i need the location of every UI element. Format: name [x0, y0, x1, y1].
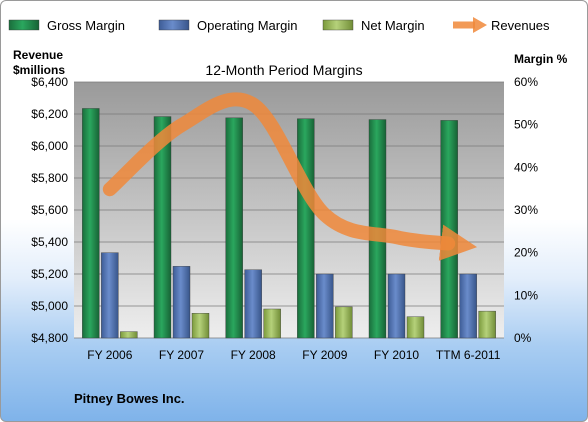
- legend-label: Gross Margin: [47, 18, 125, 33]
- right-tick-label: 30%: [514, 203, 538, 217]
- x-tick-label: TTM 6-2011: [436, 348, 501, 362]
- net-margin-bar: [191, 313, 210, 339]
- legend-operating-margin: Operating Margin: [158, 18, 297, 33]
- x-tick-label: FY 2007: [159, 348, 204, 362]
- chart-title: 12-Month Period Margins: [205, 62, 362, 78]
- net-margin-bar: [263, 308, 281, 339]
- legend-swatch: [158, 19, 190, 31]
- right-tick-label: 0%: [514, 331, 532, 345]
- right-tick-label: 40%: [514, 160, 538, 174]
- legend: Gross Margin Operating Margin Net Margin Re…: [8, 17, 550, 33]
- left-tick-label: $5,800: [31, 171, 68, 185]
- legend-label: Net Margin: [361, 18, 425, 33]
- left-tick-label: $5,400: [31, 235, 68, 249]
- x-tick-label: FY 2010: [374, 348, 419, 362]
- x-tick-label: FY 2009: [302, 348, 347, 362]
- left-tick-label: $6,400: [31, 75, 68, 89]
- operating-margin-bar: [316, 273, 334, 339]
- operating-margin-bar: [101, 252, 119, 339]
- left-tick-label: $5,200: [31, 267, 68, 281]
- legend-gross-margin: Gross Margin: [8, 18, 125, 33]
- left-tick-label: $5,600: [31, 203, 68, 217]
- legend-label: Operating Margin: [197, 18, 297, 33]
- legend-swatch: [322, 19, 354, 31]
- operating-margin-bar: [244, 269, 262, 339]
- net-margin-bar: [120, 331, 138, 339]
- revenue-line: [102, 92, 478, 261]
- left-tick-label: $4,800: [31, 331, 68, 345]
- left-axis-title-line1: Revenue: [13, 48, 63, 62]
- gridlines: [74, 81, 504, 339]
- right-tick-label: 50%: [514, 118, 538, 132]
- legend-swatch: [8, 19, 40, 31]
- legend-net-margin: Net Margin: [322, 18, 425, 33]
- left-axis-ticks: $4,800 $5,000 $5,200 $5,400 $5,600 $5,800 $6,0…: [31, 75, 68, 345]
- gross-margin-bar: [297, 118, 315, 339]
- left-tick-label: $6,000: [31, 139, 68, 153]
- gross-margin-bar: [440, 120, 458, 339]
- right-tick-label: 10%: [514, 288, 538, 302]
- operating-margin-bar: [459, 273, 477, 339]
- company-name: Pitney Bowes Inc.: [74, 391, 185, 406]
- net-margin-bar: [478, 310, 496, 339]
- right-tick-label: 60%: [514, 75, 538, 89]
- right-axis-title: Margin %: [514, 52, 568, 66]
- right-axis-ticks: 0% 10% 20% 30% 40% 50% 60%: [514, 75, 538, 345]
- gross-margin-bar: [153, 116, 172, 339]
- operating-margin-bar: [172, 266, 191, 339]
- left-tick-label: $6,200: [31, 107, 68, 121]
- net-margin-bar: [335, 306, 353, 339]
- legend-arrow: [473, 17, 487, 33]
- gross-margin-bar: [225, 117, 243, 339]
- right-tick-label: 20%: [514, 246, 538, 260]
- x-axis-ticks: FY 2006 FY 2007 FY 2008 FY 2009 FY 2010 TTM 6…: [87, 348, 500, 362]
- legend-label: Revenues: [491, 18, 550, 33]
- gross-margin-bar: [82, 108, 100, 339]
- legend-revenues: Revenues: [453, 17, 550, 33]
- left-axis-title-line2: $millions: [13, 63, 65, 77]
- x-tick-label: FY 2008: [231, 348, 276, 362]
- operating-margin-bar: [387, 273, 406, 339]
- x-tick-label: FY 2006: [87, 348, 132, 362]
- left-tick-label: $5,000: [31, 299, 68, 313]
- net-margin-bar: [406, 316, 425, 339]
